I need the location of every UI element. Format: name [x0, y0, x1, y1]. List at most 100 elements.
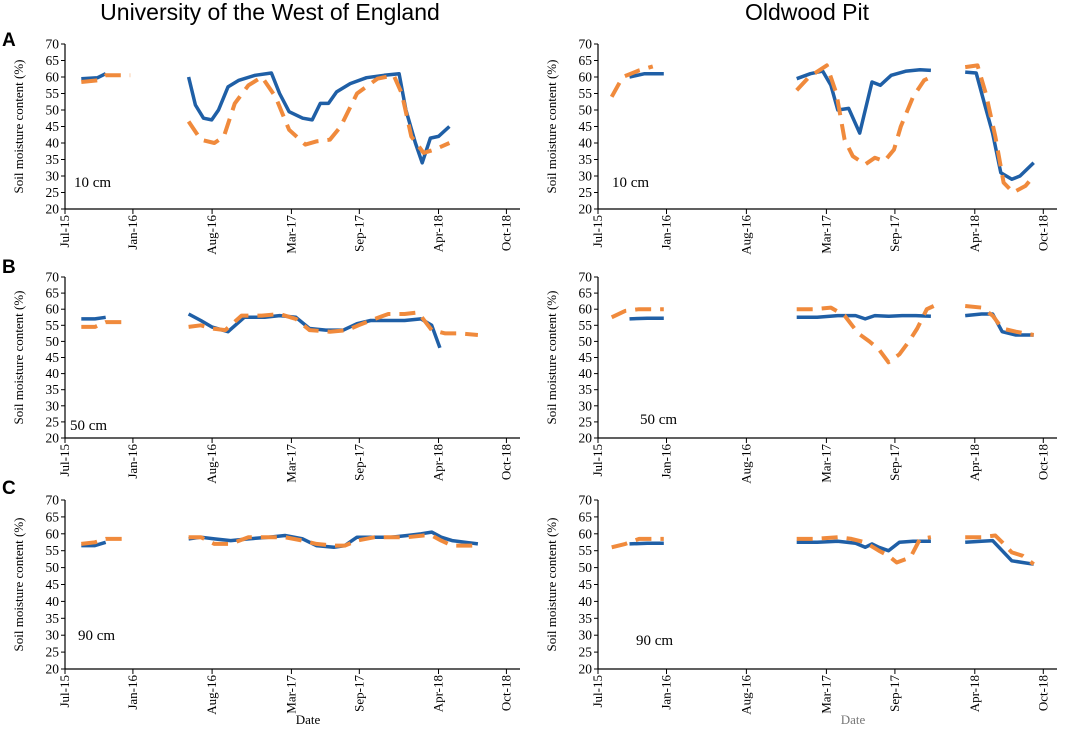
series-solid-line [796, 539, 931, 553]
x-tick-label: Jul-15 [57, 215, 72, 248]
x-tick-label: Aug-16 [738, 444, 753, 484]
y-tick-label: 25 [579, 645, 593, 660]
x-tick-label: Oct-18 [1035, 444, 1050, 480]
x-tick-label: Sep-17 [351, 215, 366, 252]
y-tick-label: 55 [579, 543, 593, 558]
y-tick-label: 70 [46, 37, 60, 52]
y-axis-label: Soil moisture content (%) [11, 291, 26, 425]
series-solid-line [186, 71, 451, 165]
y-tick-label: 20 [579, 202, 593, 217]
series-solid-line [796, 313, 931, 321]
y-tick-label: 20 [46, 202, 60, 217]
x-tick-label: Apr-18 [431, 444, 446, 481]
y-tick-label: 50 [579, 334, 593, 349]
x-tick-label: Jul-15 [590, 675, 605, 708]
series-dashed-line [609, 64, 654, 98]
y-tick-label: 50 [46, 103, 60, 118]
series-solid-line [81, 315, 106, 321]
y-tick-label: 20 [46, 662, 60, 677]
y-tick-label: 45 [579, 577, 593, 592]
series-solid-line [629, 541, 664, 546]
depth-label: 10 cm [612, 175, 649, 191]
y-tick-label: 55 [579, 86, 593, 101]
depth-label: 50 cm [640, 412, 677, 428]
y-tick-label: 40 [579, 594, 593, 609]
x-tick-label: Jan-16 [125, 215, 140, 250]
y-tick-label: 65 [579, 509, 593, 524]
series-dashed-line [796, 535, 932, 565]
y-tick-label: 35 [579, 382, 593, 397]
y-tick-label: 35 [46, 152, 60, 167]
x-tick-label: Jul-15 [57, 444, 72, 477]
y-tick-label: 30 [46, 169, 60, 184]
series-solid-line [965, 538, 1034, 566]
series-dashed-line [611, 536, 664, 550]
y-axis-label: Soil moisture content (%) [544, 291, 559, 425]
series-solid-line [629, 316, 664, 321]
x-tick-label: Jan-16 [125, 444, 140, 479]
y-tick-label: 20 [579, 431, 593, 446]
y-tick-label: 60 [579, 70, 593, 85]
x-tick-label: Mar-17 [283, 444, 298, 483]
series-dashed-line [965, 533, 1035, 566]
x-tick-label: Apr-18 [431, 675, 446, 712]
x-tick-label: Mar-17 [818, 215, 833, 254]
y-tick-label: 35 [579, 611, 593, 626]
y-tick-label: 25 [46, 414, 60, 429]
y-tick-label: 40 [579, 366, 593, 381]
y-tick-label: 25 [579, 414, 593, 429]
x-tick-label: Aug-16 [738, 675, 753, 715]
x-tick-label: Jul-15 [590, 215, 605, 248]
y-tick-label: 30 [46, 628, 60, 643]
x-tick-label: Mar-17 [283, 215, 298, 254]
series-dashed-line [81, 73, 131, 84]
x-axis-label-uwe: Date [296, 712, 321, 727]
x-tick-label: Sep-17 [887, 675, 902, 712]
series-solid-line [965, 312, 1034, 337]
y-tick-label: 70 [579, 493, 593, 508]
series-solid-line [188, 530, 479, 550]
y-axis-label: Soil moisture content (%) [11, 518, 26, 652]
series-dashed-line [81, 320, 131, 329]
y-axis-label: Soil moisture content (%) [544, 60, 559, 194]
x-tick-label: Jul-15 [590, 444, 605, 477]
x-tick-label: Mar-17 [818, 675, 833, 714]
x-tick-label: Jan-16 [125, 675, 140, 710]
series-dashed-line [188, 310, 479, 337]
y-tick-label: 40 [46, 366, 60, 381]
x-tick-label: Apr-18 [431, 215, 446, 252]
y-tick-label: 70 [46, 493, 60, 508]
x-tick-label: Oct-18 [1035, 215, 1050, 251]
y-tick-label: 40 [46, 136, 60, 151]
x-tick-label: Sep-17 [887, 444, 902, 481]
y-tick-label: 55 [46, 318, 60, 333]
x-tick-label: Sep-17 [887, 215, 902, 252]
y-tick-label: 40 [46, 594, 60, 609]
y-tick-label: 50 [579, 103, 593, 118]
series-dashed-line [610, 307, 664, 320]
y-tick-label: 25 [46, 645, 60, 660]
series-dashed-line [795, 63, 932, 167]
y-tick-label: 30 [579, 628, 593, 643]
y-tick-label: 60 [46, 70, 60, 85]
y-tick-label: 50 [46, 560, 60, 575]
panel-letter-c: C [2, 478, 16, 499]
series-solid-line [629, 71, 664, 79]
y-tick-label: 25 [46, 185, 60, 200]
series-solid-line [796, 67, 932, 135]
y-tick-label: 65 [579, 53, 593, 68]
y-tick-label: 45 [46, 350, 60, 365]
series-dashed-line [188, 533, 478, 548]
x-tick-label: Mar-17 [283, 675, 298, 714]
y-tick-label: 65 [46, 509, 60, 524]
series-dashed-line [965, 304, 1035, 337]
x-tick-label: Aug-16 [204, 215, 219, 255]
y-tick-label: 70 [46, 270, 60, 285]
y-tick-label: 45 [46, 577, 60, 592]
y-tick-label: 30 [579, 169, 593, 184]
x-tick-label: Oct-18 [498, 215, 513, 251]
